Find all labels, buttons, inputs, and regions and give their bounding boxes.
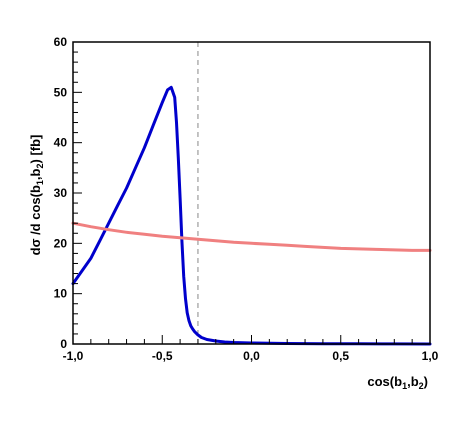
y-tick-label: 0: [60, 337, 67, 351]
y-tick-label: 40: [54, 136, 68, 150]
y-tick-label: 50: [54, 85, 68, 99]
y-tick-label: 20: [54, 236, 68, 250]
x-tick-label: 0,0: [243, 349, 260, 363]
y-axis-label: dσ /d cos(b1,b2) [fb]: [28, 135, 45, 256]
series-line-1: [71, 85, 432, 346]
y-tick-label: 10: [54, 287, 68, 301]
y-tick-label: 30: [54, 186, 68, 200]
series-line-2: [71, 221, 432, 252]
y-tick-label: 60: [54, 35, 68, 49]
x-tick-label: 0,5: [332, 349, 349, 363]
x-tick-label: 1,0: [422, 349, 439, 363]
plot-area: -1,0 -0,5 0,0 0,5 1,0 0 10 20 30 40 50 60: [54, 35, 439, 363]
plot-frame: [72, 41, 431, 345]
x-tick-label: -0,5: [152, 349, 173, 363]
x-axis-label: cos(b1,b2): [367, 374, 428, 391]
x-tick-label: -1,0: [63, 349, 84, 363]
